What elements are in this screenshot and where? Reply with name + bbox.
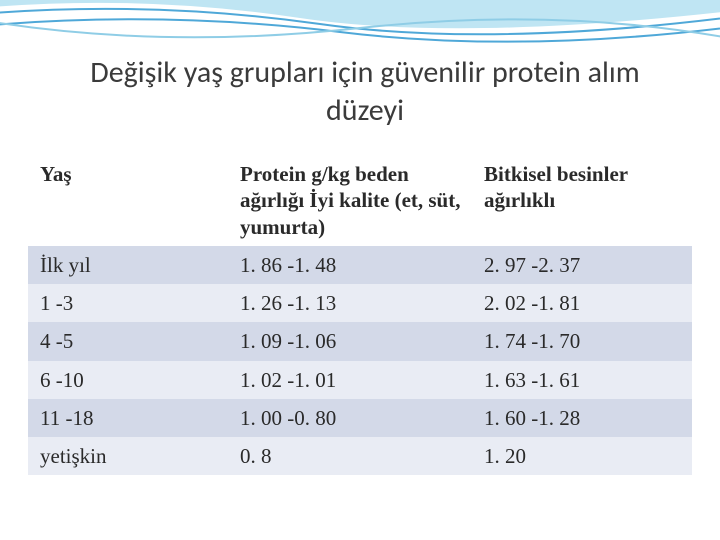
col-header-protein: Protein g/kg beden ağırlığı İyi kalite (… [228, 155, 472, 246]
cell-age: 6 -10 [28, 361, 228, 399]
cell-plant: 1. 60 -1. 28 [472, 399, 692, 437]
table-row: yetişkin 0. 8 1. 20 [28, 437, 692, 475]
cell-plant: 1. 20 [472, 437, 692, 475]
table-row: 6 -10 1. 02 -1. 01 1. 63 -1. 61 [28, 361, 692, 399]
cell-protein: 1. 09 -1. 06 [228, 322, 472, 360]
cell-plant: 2. 02 -1. 81 [472, 284, 692, 322]
col-header-plant: Bitkisel besinler ağırlıklı [472, 155, 692, 246]
cell-protein: 1. 00 -0. 80 [228, 399, 472, 437]
cell-plant: 1. 63 -1. 61 [472, 361, 692, 399]
table-row: İlk yıl 1. 86 -1. 48 2. 97 -2. 37 [28, 246, 692, 284]
cell-protein: 1. 02 -1. 01 [228, 361, 472, 399]
table-row: 11 -18 1. 00 -0. 80 1. 60 -1. 28 [28, 399, 692, 437]
cell-age: İlk yıl [28, 246, 228, 284]
cell-plant: 2. 97 -2. 37 [472, 246, 692, 284]
cell-protein: 1. 26 -1. 13 [228, 284, 472, 322]
cell-plant: 1. 74 -1. 70 [472, 322, 692, 360]
table-row: 4 -5 1. 09 -1. 06 1. 74 -1. 70 [28, 322, 692, 360]
cell-age: 11 -18 [28, 399, 228, 437]
protein-table: Yaş Protein g/kg beden ağırlığı İyi kali… [28, 155, 692, 475]
col-header-age: Yaş [28, 155, 228, 246]
table-row: 1 -3 1. 26 -1. 13 2. 02 -1. 81 [28, 284, 692, 322]
cell-age: 1 -3 [28, 284, 228, 322]
table-header-row: Yaş Protein g/kg beden ağırlığı İyi kali… [28, 155, 692, 246]
cell-protein: 1. 86 -1. 48 [228, 246, 472, 284]
cell-age: 4 -5 [28, 322, 228, 360]
cell-protein: 0. 8 [228, 437, 472, 475]
cell-age: yetişkin [28, 437, 228, 475]
page-title: Değişik yaş grupları için güvenilir prot… [60, 54, 670, 129]
